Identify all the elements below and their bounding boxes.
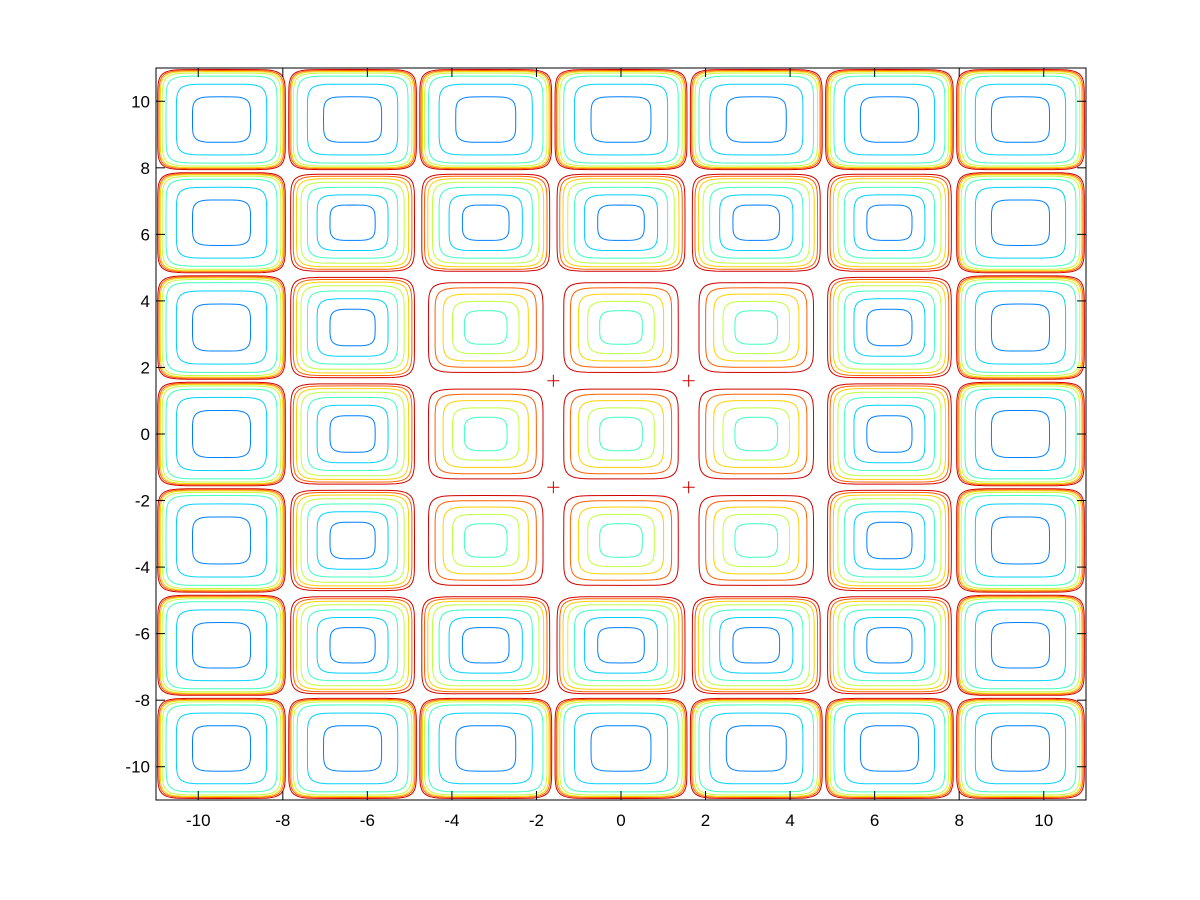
x-tick-label: -4 [444,811,459,830]
y-tick-label: 10 [131,92,150,111]
y-tick-label: 0 [141,425,150,444]
x-tick-label: 10 [1034,811,1053,830]
x-tick-label: 0 [616,811,625,830]
x-tick-label: 2 [701,811,710,830]
x-tick-label: -2 [529,811,544,830]
x-tick-label: 8 [954,811,963,830]
x-tick-label: -6 [360,811,375,830]
y-tick-label: -6 [135,625,150,644]
y-tick-label: 8 [141,159,150,178]
y-tick-label: 6 [141,225,150,244]
y-tick-label: -4 [135,558,150,577]
y-tick-label: -8 [135,691,150,710]
x-tick-label: 4 [785,811,794,830]
y-tick-label: -2 [135,492,150,511]
x-tick-label: 6 [870,811,879,830]
y-tick-label: -10 [125,758,150,777]
y-tick-label: 4 [141,292,150,311]
x-tick-label: -10 [186,811,211,830]
x-tick-label: -8 [275,811,290,830]
plot-background [156,68,1086,800]
y-tick-label: 2 [141,358,150,377]
